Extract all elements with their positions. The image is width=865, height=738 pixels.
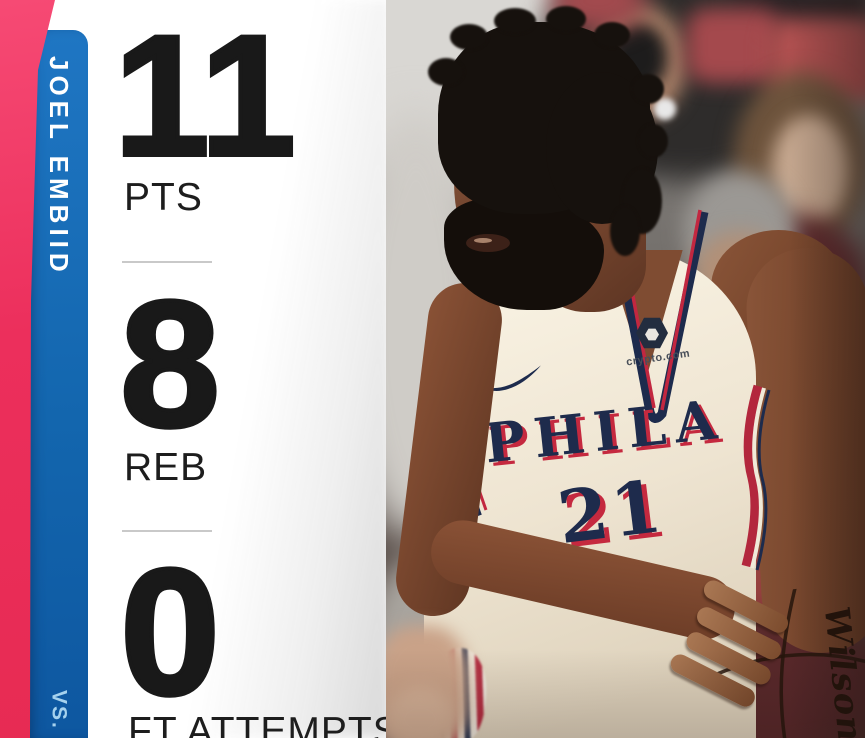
lip-highlight [474, 238, 492, 243]
hair-curl [610, 206, 640, 256]
hair-curl [638, 124, 668, 158]
points-value: 11 [112, 0, 298, 192]
jersey-number: 21 [553, 462, 669, 561]
player-name: JOEL EMBIID [44, 56, 74, 277]
hair-curl [450, 24, 488, 50]
vs-label: VS. [47, 690, 71, 730]
ft-attempts-value: 0 [118, 532, 222, 733]
points-label: PTS [124, 176, 203, 219]
divider [122, 261, 212, 263]
rebounds-label: REB [124, 446, 208, 489]
crowd-logo-dot [654, 98, 676, 120]
hair-curl [594, 22, 630, 48]
hair-curl [546, 6, 586, 32]
red-seat [686, 8, 781, 83]
panel-shadow [180, 0, 390, 738]
divider [122, 530, 212, 532]
rebounds-value: 8 [118, 264, 222, 465]
player-name-banner: JOEL EMBIID VS. [30, 30, 88, 738]
hair-curl [494, 8, 536, 34]
crypto-hexagon-core [645, 328, 659, 341]
player-photo: PHILA 21 crypto.com [386, 0, 865, 738]
hair-curl [632, 74, 664, 104]
hair-curl [428, 58, 464, 86]
defender-hand-blur [386, 688, 456, 738]
ft-attempts-label: FT ATTEMPTS [128, 710, 400, 738]
player-mouth [466, 234, 510, 252]
